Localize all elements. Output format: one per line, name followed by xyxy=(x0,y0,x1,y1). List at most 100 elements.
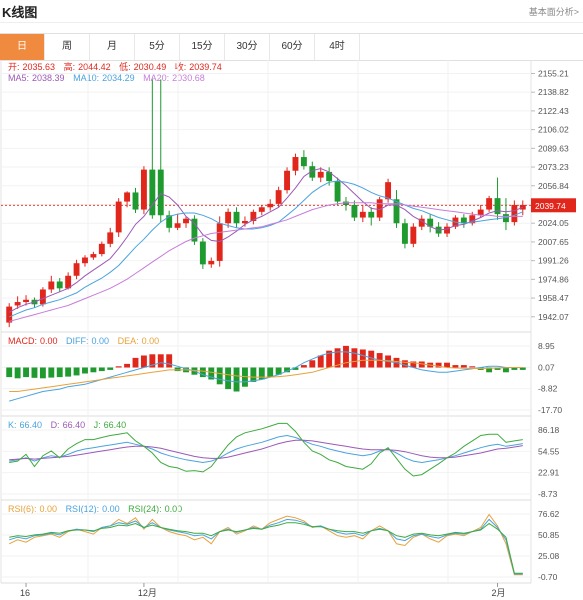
fundamental-analysis-link[interactable]: 基本面分析> xyxy=(528,7,579,17)
macd-bar xyxy=(23,367,29,378)
y-tick-label: 2106.02 xyxy=(538,125,569,135)
rsi6-line xyxy=(8,513,523,576)
candle-body xyxy=(23,299,29,303)
rsi-legend: RSI(6): 0.00 RSI(12): 0.00 RSI(24): 0.00 xyxy=(8,504,188,514)
tab-week[interactable]: 周 xyxy=(45,34,90,60)
candle-body xyxy=(216,223,223,261)
candle-body xyxy=(140,169,147,210)
candle-body xyxy=(191,218,198,242)
candle-body xyxy=(82,257,88,264)
candle-body xyxy=(477,209,484,216)
candle-body xyxy=(410,226,417,244)
candle-body xyxy=(351,204,358,218)
tab-4hour[interactable]: 4时 xyxy=(315,34,360,60)
macd-bar xyxy=(393,357,400,368)
macd-legend: MACD: 0.00 DIFF: 0.00 DEA: 0.00 xyxy=(8,336,165,346)
tab-30min[interactable]: 30分 xyxy=(225,34,270,60)
macd-bar xyxy=(199,367,206,378)
page-title: K线图 xyxy=(2,5,38,20)
macd-bar xyxy=(242,367,248,387)
macd-bar xyxy=(351,348,358,368)
macd-bar xyxy=(140,355,147,368)
candle-body xyxy=(39,289,46,305)
dea-value: DEA: 0.00 xyxy=(117,336,160,346)
macd-bar xyxy=(410,361,417,368)
tab-60min[interactable]: 60分 xyxy=(270,34,315,60)
y-tick-label: 2040.45 xyxy=(538,199,569,209)
macd-bar xyxy=(427,362,434,368)
candle-body xyxy=(31,299,38,305)
y-tick-label: 2007.65 xyxy=(538,237,569,247)
macd-bar xyxy=(166,354,173,368)
candle-body xyxy=(334,181,341,202)
macd-bar xyxy=(326,350,333,368)
x-tick-label: 12月 xyxy=(138,588,157,598)
tab-15min[interactable]: 15分 xyxy=(180,34,225,60)
candle-body xyxy=(503,214,509,223)
macd-bar xyxy=(469,366,476,368)
x-tick-label: 16 xyxy=(20,588,30,598)
macd-bar xyxy=(233,367,240,392)
candle-body xyxy=(275,190,282,204)
y-tick-label: 2155.21 xyxy=(538,68,569,78)
candle-body xyxy=(132,192,139,210)
tab-day[interactable]: 日 xyxy=(0,34,45,60)
ma5-line xyxy=(8,167,523,313)
macd-bar xyxy=(376,353,383,368)
macd-bar xyxy=(334,348,341,368)
k-value: K: 66.40 xyxy=(8,420,43,430)
macd-bar xyxy=(359,349,366,368)
d-value: D: 66.40 xyxy=(50,420,86,430)
rsi12-value: RSI(12): 0.00 xyxy=(65,504,120,514)
diff-value: DIFF: 0.00 xyxy=(66,336,110,346)
current-price-tag xyxy=(531,198,576,213)
candle-body xyxy=(418,218,425,227)
close-value: 收: 2039.74 xyxy=(174,62,222,72)
candle-body xyxy=(174,223,181,228)
k-line xyxy=(9,434,523,464)
tabs-spacer xyxy=(360,34,583,60)
candle-body xyxy=(435,226,442,234)
ma20-value: MA20: 2030.68 xyxy=(143,73,205,83)
candle-body xyxy=(300,157,307,167)
candle-body xyxy=(326,171,333,182)
candle-body xyxy=(494,198,501,215)
macd-bar xyxy=(418,361,425,368)
ma-legend: MA5: 2038.39 MA10: 2034.29 MA20: 2030.68 xyxy=(8,73,211,83)
macd-bar xyxy=(115,366,122,368)
rsi12-line xyxy=(9,518,523,575)
j-line xyxy=(9,422,523,477)
macd-bar xyxy=(486,367,493,373)
tab-5min[interactable]: 5分 xyxy=(135,34,180,60)
candle-body xyxy=(284,170,290,191)
macd-bar xyxy=(309,360,316,368)
candle-body xyxy=(250,211,257,221)
tab-month[interactable]: 月 xyxy=(90,34,135,60)
candle-body xyxy=(258,207,265,212)
d-line xyxy=(9,439,523,461)
header-bar: K线图 基本面分析> xyxy=(0,0,583,23)
current-price-label: 2039.74 xyxy=(535,201,566,211)
x-tick-label: 2月 xyxy=(492,588,506,598)
y-tick-label: 2056.84 xyxy=(538,181,569,191)
macd-bar xyxy=(275,367,282,375)
candle-body xyxy=(444,226,450,234)
y-tick-label: 54.55 xyxy=(538,446,560,456)
macd-bar xyxy=(208,367,215,380)
candle-body xyxy=(317,171,324,178)
candle-body xyxy=(309,166,316,178)
ma20-line xyxy=(9,202,523,322)
macd-bar xyxy=(6,367,13,378)
y-tick-label: 2089.63 xyxy=(538,143,569,153)
y-tick-label: 0.07 xyxy=(538,362,555,372)
macd-bar xyxy=(216,367,223,385)
candle-body xyxy=(486,198,493,210)
macd-bar xyxy=(494,367,501,370)
macd-bar xyxy=(368,350,375,368)
ma5-value: MA5: 2038.39 xyxy=(8,73,65,83)
macd-bar xyxy=(191,367,198,375)
macd-bar xyxy=(444,362,450,368)
macd-bar xyxy=(98,367,105,372)
rsi24-value: RSI(24): 0.00 xyxy=(128,504,183,514)
y-tick-label: 1958.47 xyxy=(538,293,569,303)
